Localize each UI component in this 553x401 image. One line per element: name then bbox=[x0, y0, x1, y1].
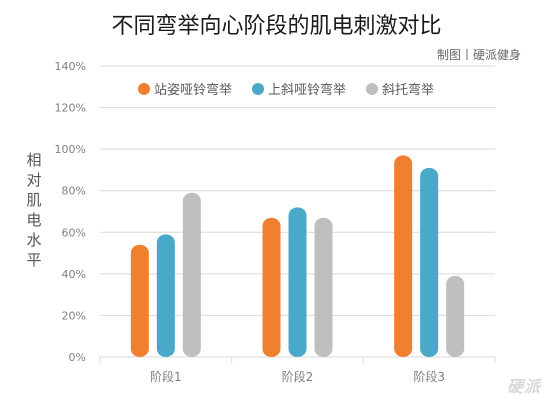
y-tick-label: 120% bbox=[55, 102, 86, 115]
y-tick-label: 20% bbox=[62, 309, 86, 322]
legend: 站姿哑铃弯举 上斜哑铃弯举 斜托弯举 bbox=[138, 82, 434, 98]
legend-marker bbox=[366, 83, 378, 95]
watermark-logo: 硬派 bbox=[506, 377, 541, 396]
legend-marker bbox=[138, 83, 150, 95]
bar bbox=[314, 217, 333, 357]
legend-label: 站姿哑铃弯举 bbox=[154, 82, 232, 98]
x-tick-label: 阶段3 bbox=[413, 369, 445, 384]
x-tick-label: 阶段1 bbox=[150, 369, 182, 384]
bar bbox=[288, 207, 307, 357]
bar bbox=[262, 217, 281, 357]
chart-title: 不同弯举向心阶段的肌电刺激对比 bbox=[111, 14, 442, 39]
bar-layer bbox=[130, 155, 465, 357]
bar bbox=[420, 167, 439, 357]
y-axis-label: 相对肌电水平 bbox=[26, 151, 42, 269]
bar bbox=[394, 155, 413, 357]
bar bbox=[130, 244, 149, 357]
y-tick-label: 140% bbox=[55, 60, 86, 73]
x-tick-label: 阶段2 bbox=[282, 369, 314, 384]
bar bbox=[446, 275, 465, 357]
legend-marker bbox=[252, 83, 264, 95]
y-tick-label: 100% bbox=[55, 143, 86, 156]
bar bbox=[182, 192, 201, 357]
bar bbox=[156, 234, 175, 357]
credit-text: 制图丨硬派健身 bbox=[436, 48, 521, 62]
y-tick-label: 60% bbox=[62, 226, 86, 239]
y-tick-label: 80% bbox=[62, 185, 86, 198]
tick-layer: 0% 20% 40% 60% 80% 100% 120% 140% 阶段1 阶段2 阶段3 bbox=[55, 60, 445, 384]
legend-label: 上斜哑铃弯举 bbox=[268, 82, 346, 98]
y-tick-label: 0% bbox=[69, 351, 86, 364]
y-tick-label: 40% bbox=[62, 268, 86, 281]
legend-label: 斜托弯举 bbox=[382, 82, 434, 98]
